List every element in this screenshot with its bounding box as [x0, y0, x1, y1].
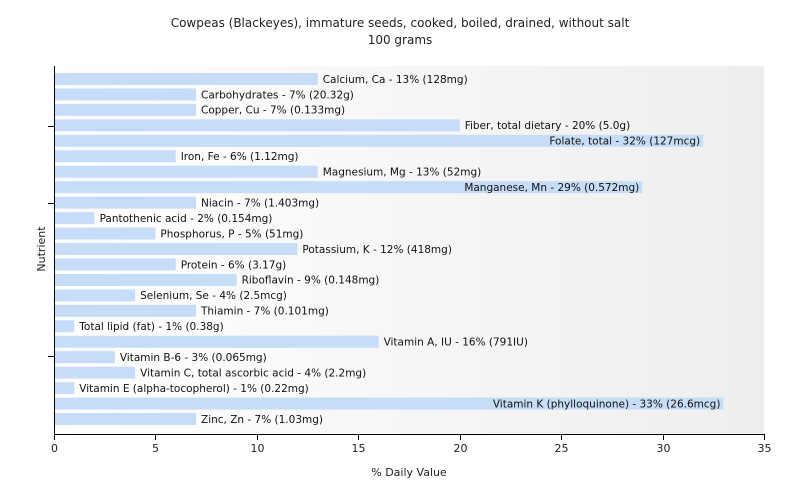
bar — [54, 320, 75, 333]
bar — [54, 134, 704, 147]
x-tick-label: 30 — [657, 442, 671, 455]
bar — [54, 88, 196, 101]
x-axis-title: % Daily Value — [371, 466, 447, 479]
x-tick-label: 0 — [51, 442, 58, 455]
bar-label: Carbohydrates - 7% (20.32g) — [201, 89, 354, 101]
chart-title: Cowpeas (Blackeyes), immature seeds, coo… — [170, 16, 630, 30]
bar-label: Zinc, Zn - 7% (1.03mg) — [201, 414, 323, 426]
bar-label: Vitamin A, IU - 16% (791IU) — [384, 337, 528, 349]
bar — [54, 366, 136, 379]
bar — [54, 119, 460, 132]
bar — [54, 150, 176, 163]
x-tick-label: 10 — [251, 442, 265, 455]
bar — [54, 289, 136, 302]
bar — [54, 335, 379, 348]
bar-label: Copper, Cu - 7% (0.133mg) — [201, 105, 345, 117]
bar-label: Protein - 6% (3.17g) — [181, 259, 287, 271]
bar-label: Thiamin - 7% (0.101mg) — [200, 306, 329, 318]
bar — [54, 273, 237, 286]
bar — [54, 73, 318, 85]
y-axis-title: Nutrient — [35, 226, 48, 272]
x-tick-label: 5 — [152, 442, 159, 455]
bar-label: Iron, Fe - 6% (1.12mg) — [181, 151, 299, 163]
x-tick-label: 15 — [352, 442, 366, 455]
bar-label: Vitamin B-6 - 3% (0.065mg) — [120, 352, 267, 364]
chart-subtitle: 100 grams — [367, 33, 433, 47]
bar — [54, 351, 115, 364]
x-tick-label: 25 — [555, 442, 569, 455]
bar-label: Calcium, Ca - 13% (128mg) — [323, 74, 468, 86]
x-tick-label: 20 — [454, 442, 468, 455]
bar-label: Total lipid (fat) - 1% (0.38g) — [78, 321, 223, 333]
bar — [54, 212, 95, 225]
bars-group: Calcium, Ca - 13% (128mg) Carbohydrates -… — [54, 73, 724, 426]
bar — [54, 243, 298, 255]
x-tick-label: 35 — [758, 442, 772, 455]
bar-label: Niacin - 7% (1.403mg) — [201, 197, 319, 209]
chart-title-block: Cowpeas (Blackeyes), immature seeds, coo… — [0, 15, 800, 49]
bar-label: Fiber, total dietary - 20% (5.0g) — [465, 120, 630, 132]
bar-label: Phosphorus, P - 5% (51mg) — [160, 228, 303, 240]
bar — [54, 196, 196, 209]
bar — [54, 181, 643, 194]
bar — [54, 413, 196, 425]
bar — [54, 165, 318, 178]
bar-label: Riboflavin - 9% (0.148mg) — [242, 275, 380, 287]
bar-label: Folate, total - 32% (127mcg) — [549, 136, 700, 148]
bar-label: Pantothenic acid - 2% (0.154mg) — [100, 213, 273, 225]
bar — [54, 304, 196, 317]
axes-group: 0 5 10 15 20 25 30 35 — [48, 66, 772, 455]
bar — [54, 258, 176, 271]
bar-label: Magnesium, Mg - 13% (52mg) — [323, 167, 482, 179]
bar-label: Vitamin K (phylloquinone) - 33% (26.6mcg… — [493, 398, 721, 410]
bar-label: Selenium, Se - 4% (2.5mcg) — [140, 290, 287, 302]
bar-label: Manganese, Mn - 29% (0.572mg) — [464, 182, 639, 194]
bar — [54, 227, 156, 240]
bar — [54, 382, 75, 395]
bar — [54, 397, 724, 410]
bar — [54, 103, 196, 116]
bar-label: Vitamin C, total ascorbic acid - 4% (2.2… — [140, 367, 366, 379]
bar-label: Potassium, K - 12% (418mg) — [302, 244, 452, 256]
bar-label: Vitamin E (alpha-tocopherol) - 1% (0.22m… — [79, 383, 309, 395]
